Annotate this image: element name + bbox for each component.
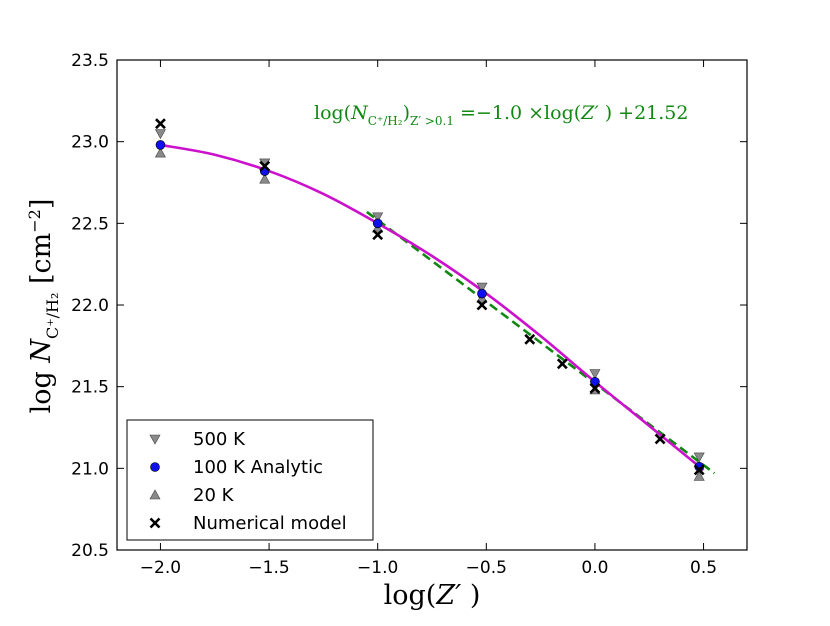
legend-marker-numerical-model — [149, 517, 161, 529]
point-20-k — [693, 470, 705, 481]
x-tick-label: −2.0 — [140, 558, 181, 578]
x-stroke — [149, 517, 161, 529]
analytic-fit-curve — [160, 143, 705, 471]
legend-label-100-k-analytic: 100 K Analytic — [193, 457, 323, 478]
x-tick-label: −1.5 — [248, 558, 289, 578]
point-numerical-model — [476, 299, 488, 311]
x-tick-label: −1.0 — [357, 558, 398, 578]
y-tick-label: 23.0 — [71, 133, 109, 153]
x-stroke — [654, 433, 666, 445]
point-numerical-model — [372, 229, 384, 241]
x-stroke — [155, 118, 166, 130]
point-numerical-model — [155, 118, 166, 130]
point-20-k — [259, 173, 271, 184]
point-20-k — [154, 147, 166, 158]
legend-label-numerical-model: Numerical model — [193, 513, 347, 534]
point-numerical-model — [654, 433, 666, 445]
point-numerical-model — [524, 333, 536, 345]
point-500-k — [589, 369, 601, 380]
legend-box — [126, 419, 374, 541]
point-100-k-analytic — [155, 140, 166, 150]
y-axis-label: log NC⁺/H₂ [cm−2] — [25, 199, 62, 414]
svg-text:log NC⁺/H₂ [cm−2]: log NC⁺/H₂ [cm−2] — [25, 199, 62, 414]
point-100-k-analytic — [590, 376, 600, 387]
legend-label-20-k: 20 K — [193, 485, 235, 506]
point-100-k-analytic — [477, 288, 487, 299]
y-tick-label: 20.5 — [71, 541, 109, 561]
y-tick-label: 22.0 — [71, 296, 109, 316]
y-tick-label: 23.5 — [71, 51, 109, 71]
point-500-k — [154, 129, 166, 140]
legend-marker-500-k — [149, 434, 161, 445]
x-tick-label: −0.5 — [466, 558, 507, 578]
x-tick-label: 0.5 — [690, 558, 717, 578]
x-axis-label: log(Z′ ) — [384, 580, 481, 611]
point-numerical-model — [589, 382, 601, 394]
point-500-k — [476, 282, 488, 293]
point-numerical-model — [556, 358, 568, 370]
fit-annotation: log(NC⁺/H₂)Z′ >0.1 =−1.0 ×log(Z′ ) +21.5… — [314, 102, 688, 128]
x-stroke — [556, 358, 568, 370]
x-stroke — [693, 464, 705, 476]
x-stroke — [259, 160, 271, 172]
legend-label-500-k: 500 K — [193, 429, 246, 450]
point-500-k — [693, 452, 705, 463]
point-100-k-analytic — [372, 218, 383, 229]
point-numerical-model — [259, 160, 271, 172]
x-stroke — [524, 333, 536, 345]
x-stroke — [372, 229, 384, 241]
legend-marker-20-k — [149, 489, 161, 500]
linear-fit-line — [366, 210, 716, 475]
point-500-k — [372, 212, 384, 223]
legend-marker-100-k-analytic — [150, 462, 160, 472]
x-stroke — [589, 382, 601, 394]
y-tick-label: 21.5 — [71, 378, 109, 398]
x-stroke — [476, 299, 488, 311]
legend: 500 K 100 K Analytic 20 K Numerical model — [126, 419, 374, 541]
x-tick-label: 0.0 — [581, 558, 608, 578]
point-numerical-model — [693, 464, 705, 476]
y-tick-label: 21.0 — [71, 459, 109, 479]
y-tick-label: 22.5 — [71, 214, 109, 234]
